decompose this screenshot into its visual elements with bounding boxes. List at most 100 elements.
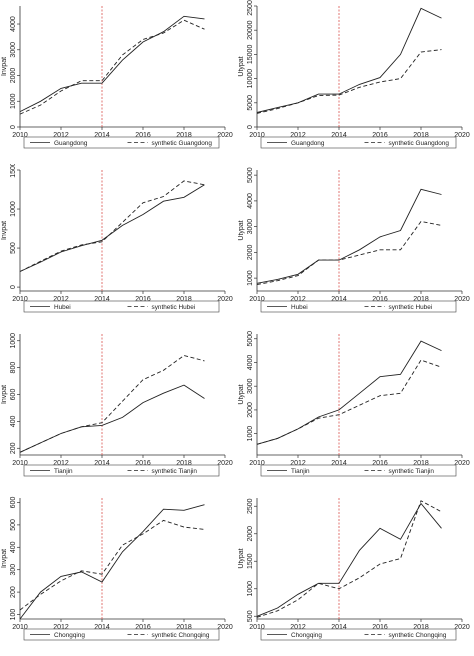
y-tick-label: 10000	[247, 69, 254, 89]
legend-label: Guangdong	[291, 140, 325, 147]
actual-series-line	[19, 504, 205, 620]
x-tick-label: 2020	[454, 460, 470, 467]
x-tick-label: 2020	[217, 460, 233, 467]
chart-svg: 2010 2012 2014 2016 2018 2020 100 200 300 400 500 6…	[1, 497, 233, 641]
y-tick-label: 100	[10, 609, 17, 621]
chart-svg: 2010 2012 2014 2016 2018 2020 0 5000 10000 15000 2…	[238, 0, 470, 149]
actual-series-line	[256, 340, 442, 445]
y-axis-title: Invpat	[1, 385, 8, 404]
x-tick-label: 2012	[53, 296, 69, 303]
y-tick-label: 200	[10, 586, 17, 598]
y-tick-label: 15000	[247, 45, 254, 65]
actual-series-line	[19, 15, 205, 113]
chart-svg: 2010 2012 2014 2016 2018 2020 0 1000 2000 3000 400…	[1, 6, 233, 149]
actual-series-line	[256, 7, 442, 113]
actual-series-line	[19, 384, 205, 453]
y-tick-label: 1000	[10, 333, 17, 349]
y-tick-label: 4000	[247, 193, 254, 209]
x-tick-label: 2014	[331, 624, 347, 631]
chart-svg: 201020122014201620182020050010001500year…	[1, 164, 233, 313]
synthetic-series-line	[19, 19, 205, 115]
chart-panel: 2010 2012 2014 2016 2018 2020 0 5000 10000 15000 2…	[237, 0, 474, 164]
y-tick-label: 5000	[247, 331, 254, 347]
x-tick-label: 2018	[413, 296, 429, 303]
x-tick-label: 2012	[53, 624, 69, 631]
y-tick-label: 0	[10, 285, 17, 289]
x-tick-label: 2014	[331, 296, 347, 303]
chart-panel: 2010 2012 2014 2016 2018 2020 100 200 300 400 500 6…	[0, 492, 237, 656]
x-tick-label: 2018	[413, 624, 429, 631]
legend-label: Hubei	[54, 304, 71, 311]
legend-label: synthetic Chongqing	[389, 632, 447, 639]
x-tick-label: 2016	[135, 296, 151, 303]
y-tick-label: 5000	[247, 95, 254, 111]
legend-box	[23, 300, 220, 313]
legend-label: Tianjin	[291, 468, 310, 475]
x-tick-label: 2020	[454, 296, 470, 303]
x-tick-label: 2016	[135, 624, 151, 631]
x-tick-label: 2020	[217, 624, 233, 631]
y-tick-label: 1500	[247, 553, 254, 569]
x-tick-label: 2010	[12, 624, 28, 631]
y-tick-label: 2000	[247, 402, 254, 418]
y-tick-label: 20000	[247, 20, 254, 40]
y-axis-title: Utypat	[238, 56, 245, 76]
legend-label: synthetic Hubei	[389, 304, 433, 311]
y-tick-label: 1000	[247, 581, 254, 597]
y-tick-label: 200	[10, 442, 17, 454]
chart-panel: 2010 2012 2014 2016 2018 2020 200 400 600 800 1000…	[0, 328, 237, 492]
actual-series-line	[19, 184, 205, 272]
y-tick-label: 25000	[247, 0, 254, 16]
x-tick-label: 2020	[454, 132, 470, 139]
chart-svg: 2010 2012 2014 2016 2018 2020 1000 2000 3000 4000…	[238, 167, 470, 313]
y-tick-label: 1000	[10, 93, 17, 109]
chart-panel: 2010 2012 2014 2016 2018 2020 1000 2000 3000 4000…	[237, 328, 474, 492]
x-tick-label: 2014	[94, 132, 110, 139]
legend-label: synthetic Guangdong	[389, 140, 450, 147]
y-tick-label: 300	[10, 564, 17, 576]
y-tick-label: 800	[10, 362, 17, 374]
legend-label: Hubei	[291, 304, 308, 311]
x-tick-label: 2014	[94, 624, 110, 631]
y-axis-title: Invpat	[1, 221, 8, 240]
legend-label: Chongqing	[54, 632, 85, 639]
y-tick-label: 1000	[10, 201, 17, 217]
x-tick-label: 2018	[176, 296, 192, 303]
legend-label: synthetic Chongqing	[152, 632, 210, 639]
x-tick-label: 2012	[290, 460, 306, 467]
y-tick-label: 500	[10, 242, 17, 254]
actual-series-line	[256, 188, 442, 284]
x-tick-label: 2020	[454, 624, 470, 631]
actual-series-line	[256, 502, 442, 617]
legend-label: synthetic Guangdong	[152, 140, 213, 147]
x-tick-label: 2010	[12, 296, 28, 303]
x-tick-label: 2014	[331, 132, 347, 139]
x-tick-label: 2014	[94, 460, 110, 467]
x-tick-label: 2012	[290, 296, 306, 303]
legend-label: Chongqing	[291, 632, 322, 639]
y-tick-label: 0	[247, 125, 254, 129]
legend-box	[23, 464, 220, 477]
x-tick-label: 2010	[249, 460, 265, 467]
x-tick-label: 2018	[413, 460, 429, 467]
y-tick-label: 5000	[247, 167, 254, 183]
x-tick-label: 2016	[372, 460, 388, 467]
y-tick-label: 0	[10, 125, 17, 129]
synthetic-series-line	[256, 221, 442, 286]
x-tick-label: 2014	[94, 296, 110, 303]
y-axis-title: Utypat	[238, 548, 245, 568]
y-axis-title: Utypat	[238, 220, 245, 240]
x-tick-label: 2018	[176, 132, 192, 139]
chart-panel: 201020122014201620182020050010001500year…	[0, 164, 237, 328]
legend-box	[23, 628, 220, 641]
x-tick-label: 2010	[249, 624, 265, 631]
y-tick-label: 1500	[10, 164, 17, 178]
x-tick-label: 2018	[176, 460, 192, 467]
y-tick-label: 4000	[247, 355, 254, 371]
x-tick-label: 2014	[331, 460, 347, 467]
x-tick-label: 2016	[135, 460, 151, 467]
y-tick-label: 500	[247, 610, 254, 622]
x-tick-label: 2020	[217, 296, 233, 303]
x-tick-label: 2016	[372, 624, 388, 631]
x-tick-label: 2012	[290, 132, 306, 139]
